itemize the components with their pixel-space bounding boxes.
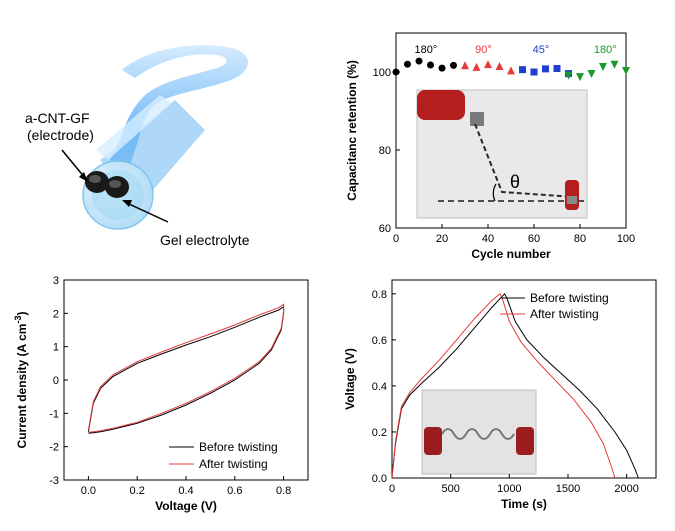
x-tick-label: 0.6 [227,485,242,497]
gcd-clip-left [424,427,442,455]
data-point [461,61,469,70]
data-point [415,57,423,65]
data-point [427,61,434,69]
y-axis-label: Capacitanc retention (%) [345,60,359,201]
data-point [576,73,584,82]
data-point [484,60,492,69]
x-tick-label: 0.2 [130,485,145,497]
fiber-illustration: a-CNT-GF (electrode) Gel electrolyte [25,45,250,248]
retention-chart: θ 0 20 40 60 80 100 60 80 100 Cycle number Capacit… [345,32,635,261]
electrode-label-line1: a-CNT-GF [25,110,90,126]
inset-theta-label: θ [510,172,520,192]
series-line [87,305,285,434]
data-point [392,68,400,76]
data-point [530,68,538,76]
angle-annotation: 45° [533,44,550,56]
angle-annotation: 180° [594,44,617,56]
y-tick-label: 100 [373,67,391,79]
y-tick-label: -2 [49,442,59,454]
y-tick-label: 2 [53,308,59,320]
y-axis-label: Current density (A cm-3) [13,312,29,449]
x-axis-label: Cycle number [471,247,551,261]
x-tick-label: 60 [528,233,540,245]
data-point [404,60,411,68]
red-clip-left [417,90,465,120]
data-point [472,62,481,71]
data-point [495,62,504,71]
x-tick-label: 2000 [614,483,638,495]
retention-chart-panel: θ 0 20 40 60 80 100 60 80 100 Cycle number Capacit… [330,0,675,262]
electrolyte-label: Gel electrolyte [160,232,250,248]
x-tick-label: 40 [482,233,494,245]
cv-chart-panel: 0.0 0.2 0.4 0.6 0.8 -3 -2 -1 0 1 2 3 Voltage (V) Curr… [0,262,330,526]
x-tick-label: 0 [393,233,399,245]
red-clip-right [565,180,579,210]
y-tick-label: 0.8 [372,289,387,301]
y-tick-label: 80 [379,145,391,157]
y-tick-label: 0.0 [372,473,387,485]
y-tick-label: 0 [53,375,59,387]
series-line [391,293,616,479]
data-point [438,64,446,72]
x-tick-label: 1000 [497,483,521,495]
y-tick-label: 3 [53,275,59,287]
y-tick-label: 1 [53,342,59,354]
x-tick-label: 80 [574,233,586,245]
cv-chart: 0.0 0.2 0.4 0.6 0.8 -3 -2 -1 0 1 2 3 Voltage (V) Curr… [13,275,309,513]
x-tick-label: 0.8 [276,485,291,497]
plot-frame [391,279,657,479]
x-tick-label: 1500 [556,483,580,495]
y-tick-label: 0.6 [372,335,387,347]
gcd-chart-panel: 0 500 1000 1500 2000 0.0 0.2 0.4 0.6 0.8 Time (s) V… [330,262,675,526]
y-tick-label: -3 [49,475,59,487]
plot-frame [395,32,627,229]
y-tick-label: 60 [379,223,391,235]
fiber-illustration-panel: a-CNT-GF (electrode) Gel electrolyte [0,0,330,262]
legend-label: After twisting [530,307,599,321]
x-tick-label: 500 [441,483,459,495]
gcd-clip-right [516,427,534,455]
data-point [587,70,596,79]
x-tick-label: 100 [617,233,635,245]
x-axis-label: Voltage (V) [155,499,217,513]
gcd-inset-photo [421,389,537,475]
data-point [553,64,561,72]
x-tick-label: 20 [436,233,448,245]
series-line [87,303,285,433]
x-axis-label: Time (s) [501,497,547,511]
data-point [542,65,549,73]
retention-inset-photo: θ [416,89,588,219]
x-tick-label: 0 [389,483,395,495]
y-tick-label: -1 [49,408,59,420]
legend-label: After twisting [199,457,268,471]
data-point [610,60,619,69]
y-tick-label: 0.4 [372,381,387,393]
data-point [450,61,457,69]
data-point [564,71,573,80]
legend-label: Before twisting [199,440,278,454]
data-point [599,63,607,72]
x-tick-label: 0.4 [178,485,193,497]
data-point [507,66,515,75]
gcd-chart: 0 500 1000 1500 2000 0.0 0.2 0.4 0.6 0.8 Time (s) V… [343,279,657,511]
data-point [519,66,526,74]
legend-label: Before twisting [530,291,609,305]
x-tick-label: 0.0 [81,485,96,497]
data-point [622,66,630,75]
angle-annotation: 90° [475,44,492,56]
y-axis-label: Voltage (V) [343,348,357,410]
angle-annotation: 180° [415,44,438,56]
y-tick-label: 0.2 [372,427,387,439]
electrode-label-line2: (electrode) [27,127,94,143]
